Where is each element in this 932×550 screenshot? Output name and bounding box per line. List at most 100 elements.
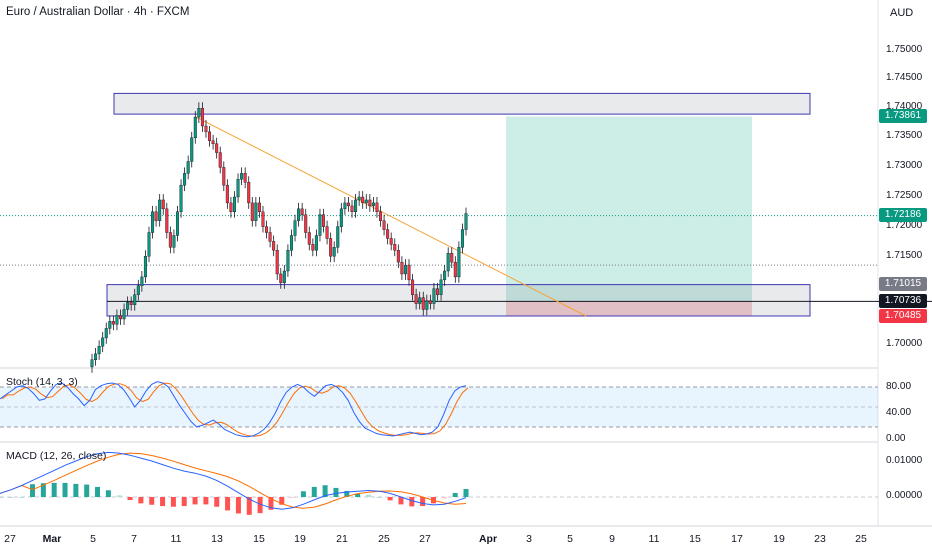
candle-body bbox=[279, 273, 283, 284]
macd-histogram-bar bbox=[441, 497, 447, 499]
candle-body bbox=[379, 211, 383, 221]
candle-body bbox=[421, 297, 425, 310]
macd-histogram-bar bbox=[73, 483, 79, 497]
candle-body bbox=[90, 359, 94, 368]
time-label: 15 bbox=[253, 533, 265, 545]
stochastic-title: Stoch (14, 3, 3) bbox=[6, 376, 78, 388]
time-label: 19 bbox=[294, 533, 306, 545]
stoch-k-line bbox=[0, 381, 467, 438]
macd-histogram-bar bbox=[62, 482, 68, 497]
candle-body bbox=[446, 253, 450, 272]
candle-body bbox=[393, 244, 397, 251]
candle-body bbox=[257, 202, 261, 212]
candle-body bbox=[186, 161, 190, 174]
stoch-band bbox=[0, 387, 878, 427]
macd-histogram-bar bbox=[365, 494, 371, 497]
candle-body bbox=[161, 199, 165, 210]
price-tick: 1.72500 bbox=[886, 190, 923, 201]
candle-body bbox=[111, 321, 115, 325]
candle-body bbox=[108, 321, 112, 329]
chart-title: Euro / Australian Dollar · 4h · FXCM bbox=[6, 6, 190, 18]
candle-body bbox=[215, 143, 219, 153]
upper-zone-price-tag: 1.71015 bbox=[879, 277, 927, 291]
candle-body bbox=[133, 294, 137, 305]
macd-histogram-bar bbox=[116, 495, 122, 497]
candle-body bbox=[403, 264, 407, 275]
candle-body bbox=[300, 208, 304, 215]
macd-histogram-bar bbox=[40, 483, 46, 497]
candle-body bbox=[197, 107, 201, 118]
macd-histogram-bar bbox=[311, 486, 317, 497]
last-price-tag: 1.72186 bbox=[879, 208, 927, 222]
candle-body bbox=[311, 244, 315, 251]
candle-body bbox=[322, 214, 326, 227]
candle-body bbox=[350, 205, 354, 213]
macd-histogram-bar bbox=[127, 497, 133, 501]
candle-body bbox=[265, 226, 269, 233]
candle-body bbox=[190, 137, 194, 162]
time-label: 25 bbox=[855, 533, 867, 545]
macd-line bbox=[0, 451, 467, 510]
stop-zone bbox=[506, 301, 752, 317]
candle-body bbox=[136, 285, 140, 295]
candle-body bbox=[208, 131, 212, 141]
time-label: 17 bbox=[731, 533, 743, 545]
macd-histogram-bar bbox=[203, 497, 209, 505]
price-tick: 1.73500 bbox=[886, 130, 923, 141]
time-label: 5 bbox=[567, 533, 573, 545]
target-zone bbox=[506, 116, 752, 302]
candle-body bbox=[386, 229, 390, 239]
time-label: 7 bbox=[131, 533, 137, 545]
macd-histogram-bar bbox=[452, 492, 458, 497]
candle-body bbox=[229, 202, 233, 212]
macd-histogram-bar bbox=[420, 497, 426, 507]
resistance-zone bbox=[113, 92, 811, 115]
time-label: 23 bbox=[814, 533, 826, 545]
time-label: 21 bbox=[336, 533, 348, 545]
candle-body bbox=[428, 300, 432, 304]
macd-histogram-bar bbox=[105, 490, 111, 497]
candle-body bbox=[425, 300, 429, 310]
candle-body bbox=[129, 302, 133, 305]
stoch-d-line bbox=[1, 382, 469, 437]
candle-body bbox=[240, 173, 244, 180]
time-label: 27 bbox=[4, 533, 16, 545]
candle-body bbox=[143, 256, 147, 278]
time-label: 25 bbox=[378, 533, 390, 545]
price-tick: 1.73000 bbox=[886, 160, 923, 171]
macd-histogram-bar bbox=[387, 497, 393, 501]
candle-body bbox=[453, 261, 457, 278]
candle-body bbox=[254, 202, 258, 221]
macd-histogram-bar bbox=[246, 497, 252, 515]
macd-histogram-bar bbox=[300, 491, 306, 497]
candle-body bbox=[293, 220, 297, 236]
candle-body bbox=[343, 202, 347, 210]
time-label: 27 bbox=[419, 533, 431, 545]
candle-body bbox=[247, 181, 251, 204]
macd-histogram-bar bbox=[268, 497, 274, 510]
macd-histogram-bar bbox=[19, 497, 25, 498]
candle-body bbox=[329, 238, 333, 257]
candle-body bbox=[414, 294, 418, 304]
macd-histogram-bar bbox=[51, 482, 57, 497]
candle-body bbox=[297, 208, 301, 221]
macd-histogram-bar bbox=[149, 497, 155, 505]
currency-label: AUD bbox=[890, 7, 914, 19]
price-tick: 1.74500 bbox=[886, 72, 923, 83]
time-label: 3 bbox=[526, 533, 532, 545]
macd-histogram-bar bbox=[333, 487, 339, 497]
candle-body bbox=[450, 253, 454, 263]
candle-body bbox=[282, 270, 286, 284]
candle-body bbox=[318, 214, 322, 236]
candle-body bbox=[183, 173, 187, 186]
time-label: 5 bbox=[90, 533, 96, 545]
candle-body bbox=[211, 140, 215, 144]
candle-body bbox=[236, 179, 240, 198]
macd-title: MACD (12, 26, close) bbox=[6, 450, 107, 462]
candle-body bbox=[307, 232, 311, 245]
macd-histogram-bar bbox=[138, 497, 144, 504]
macd-histogram-bar bbox=[398, 497, 404, 505]
candle-body bbox=[115, 315, 119, 325]
macd-histogram-bar bbox=[463, 488, 469, 497]
